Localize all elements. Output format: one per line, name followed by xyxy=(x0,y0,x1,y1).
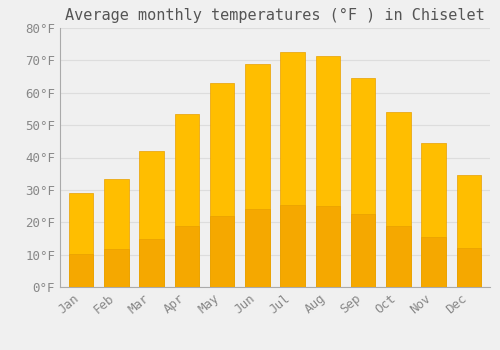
Bar xyxy=(456,175,481,287)
Bar xyxy=(69,193,94,287)
Bar xyxy=(104,249,128,287)
Bar xyxy=(386,226,410,287)
Bar xyxy=(316,56,340,287)
Bar xyxy=(140,239,164,287)
Bar xyxy=(174,114,199,287)
Bar xyxy=(69,254,94,287)
Bar xyxy=(422,237,446,287)
Title: Average monthly temperatures (°F ) in Chiselet: Average monthly temperatures (°F ) in Ch… xyxy=(65,8,485,23)
Bar xyxy=(386,112,410,287)
Bar xyxy=(280,52,305,287)
Bar xyxy=(351,78,376,287)
Bar xyxy=(316,206,340,287)
Bar xyxy=(245,64,270,287)
Bar xyxy=(456,248,481,287)
Bar xyxy=(140,151,164,287)
Bar xyxy=(104,178,128,287)
Bar xyxy=(210,83,234,287)
Bar xyxy=(422,143,446,287)
Bar xyxy=(280,205,305,287)
Bar xyxy=(351,214,376,287)
Bar xyxy=(174,226,199,287)
Bar xyxy=(245,209,270,287)
Bar xyxy=(210,216,234,287)
